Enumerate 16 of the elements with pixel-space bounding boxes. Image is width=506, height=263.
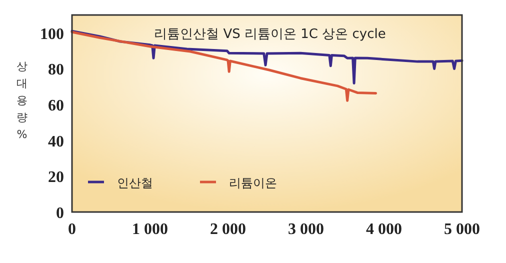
y-tick-label: 0 (56, 205, 64, 222)
x-tick-label: 4 000 (366, 221, 402, 238)
y-axis-title: 상대용량% (16, 60, 28, 141)
x-tick-label: 3 000 (288, 221, 324, 238)
y-tick-label: 40 (48, 133, 64, 150)
y-tick-label: 60 (48, 98, 64, 115)
legend-label: 인산철 (117, 176, 153, 190)
y-tick-label: 100 (40, 26, 64, 43)
x-tick-label: 0 (68, 221, 76, 238)
y-tick-label: 20 (48, 169, 64, 186)
legend-label: 리튬이온 (229, 176, 277, 190)
x-tick-label: 2 000 (210, 221, 246, 238)
text: 리튬인산철 VS 리튬이온 1C 상온 cycle (154, 27, 386, 42)
y-tick-label: 80 (48, 62, 64, 79)
x-tick-label: 5 000 (444, 221, 480, 238)
x-tick-label: 1 000 (132, 221, 168, 238)
